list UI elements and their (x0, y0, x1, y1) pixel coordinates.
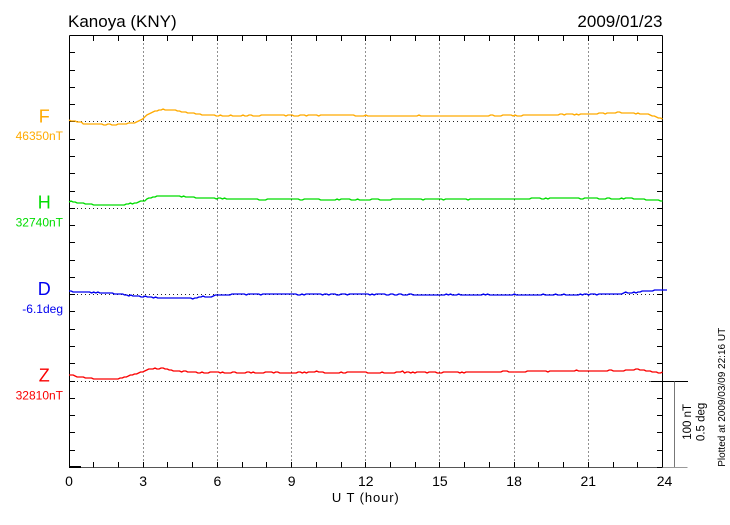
svg-text:H: H (38, 193, 51, 213)
svg-text:2009/01/23: 2009/01/23 (577, 12, 662, 31)
svg-text:100 nT: 100 nT (682, 404, 694, 440)
svg-text:6: 6 (214, 473, 222, 489)
svg-text:-6.1deg: -6.1deg (22, 302, 63, 316)
svg-text:9: 9 (288, 473, 296, 489)
svg-text:Plotted at 2009/03/09 22:16 UT: Plotted at 2009/03/09 22:16 UT (717, 328, 728, 467)
svg-text:46350nT: 46350nT (16, 129, 64, 143)
svg-text:12: 12 (358, 473, 374, 489)
svg-text:21: 21 (581, 473, 597, 489)
svg-text:18: 18 (506, 473, 522, 489)
svg-text:32740nT: 32740nT (16, 216, 64, 230)
svg-text:0.5 deg: 0.5 deg (696, 403, 708, 441)
svg-text:3: 3 (139, 473, 147, 489)
svg-text:D: D (38, 279, 51, 299)
svg-text:24: 24 (657, 473, 673, 489)
svg-text:U T (hour): U T (hour) (332, 490, 400, 505)
svg-text:Kanoya (KNY): Kanoya (KNY) (68, 12, 177, 31)
svg-text:32810nT: 32810nT (16, 388, 64, 402)
svg-text:Z: Z (39, 366, 50, 386)
svg-text:15: 15 (432, 473, 448, 489)
svg-text:0: 0 (65, 473, 73, 489)
svg-text:F: F (39, 106, 50, 126)
